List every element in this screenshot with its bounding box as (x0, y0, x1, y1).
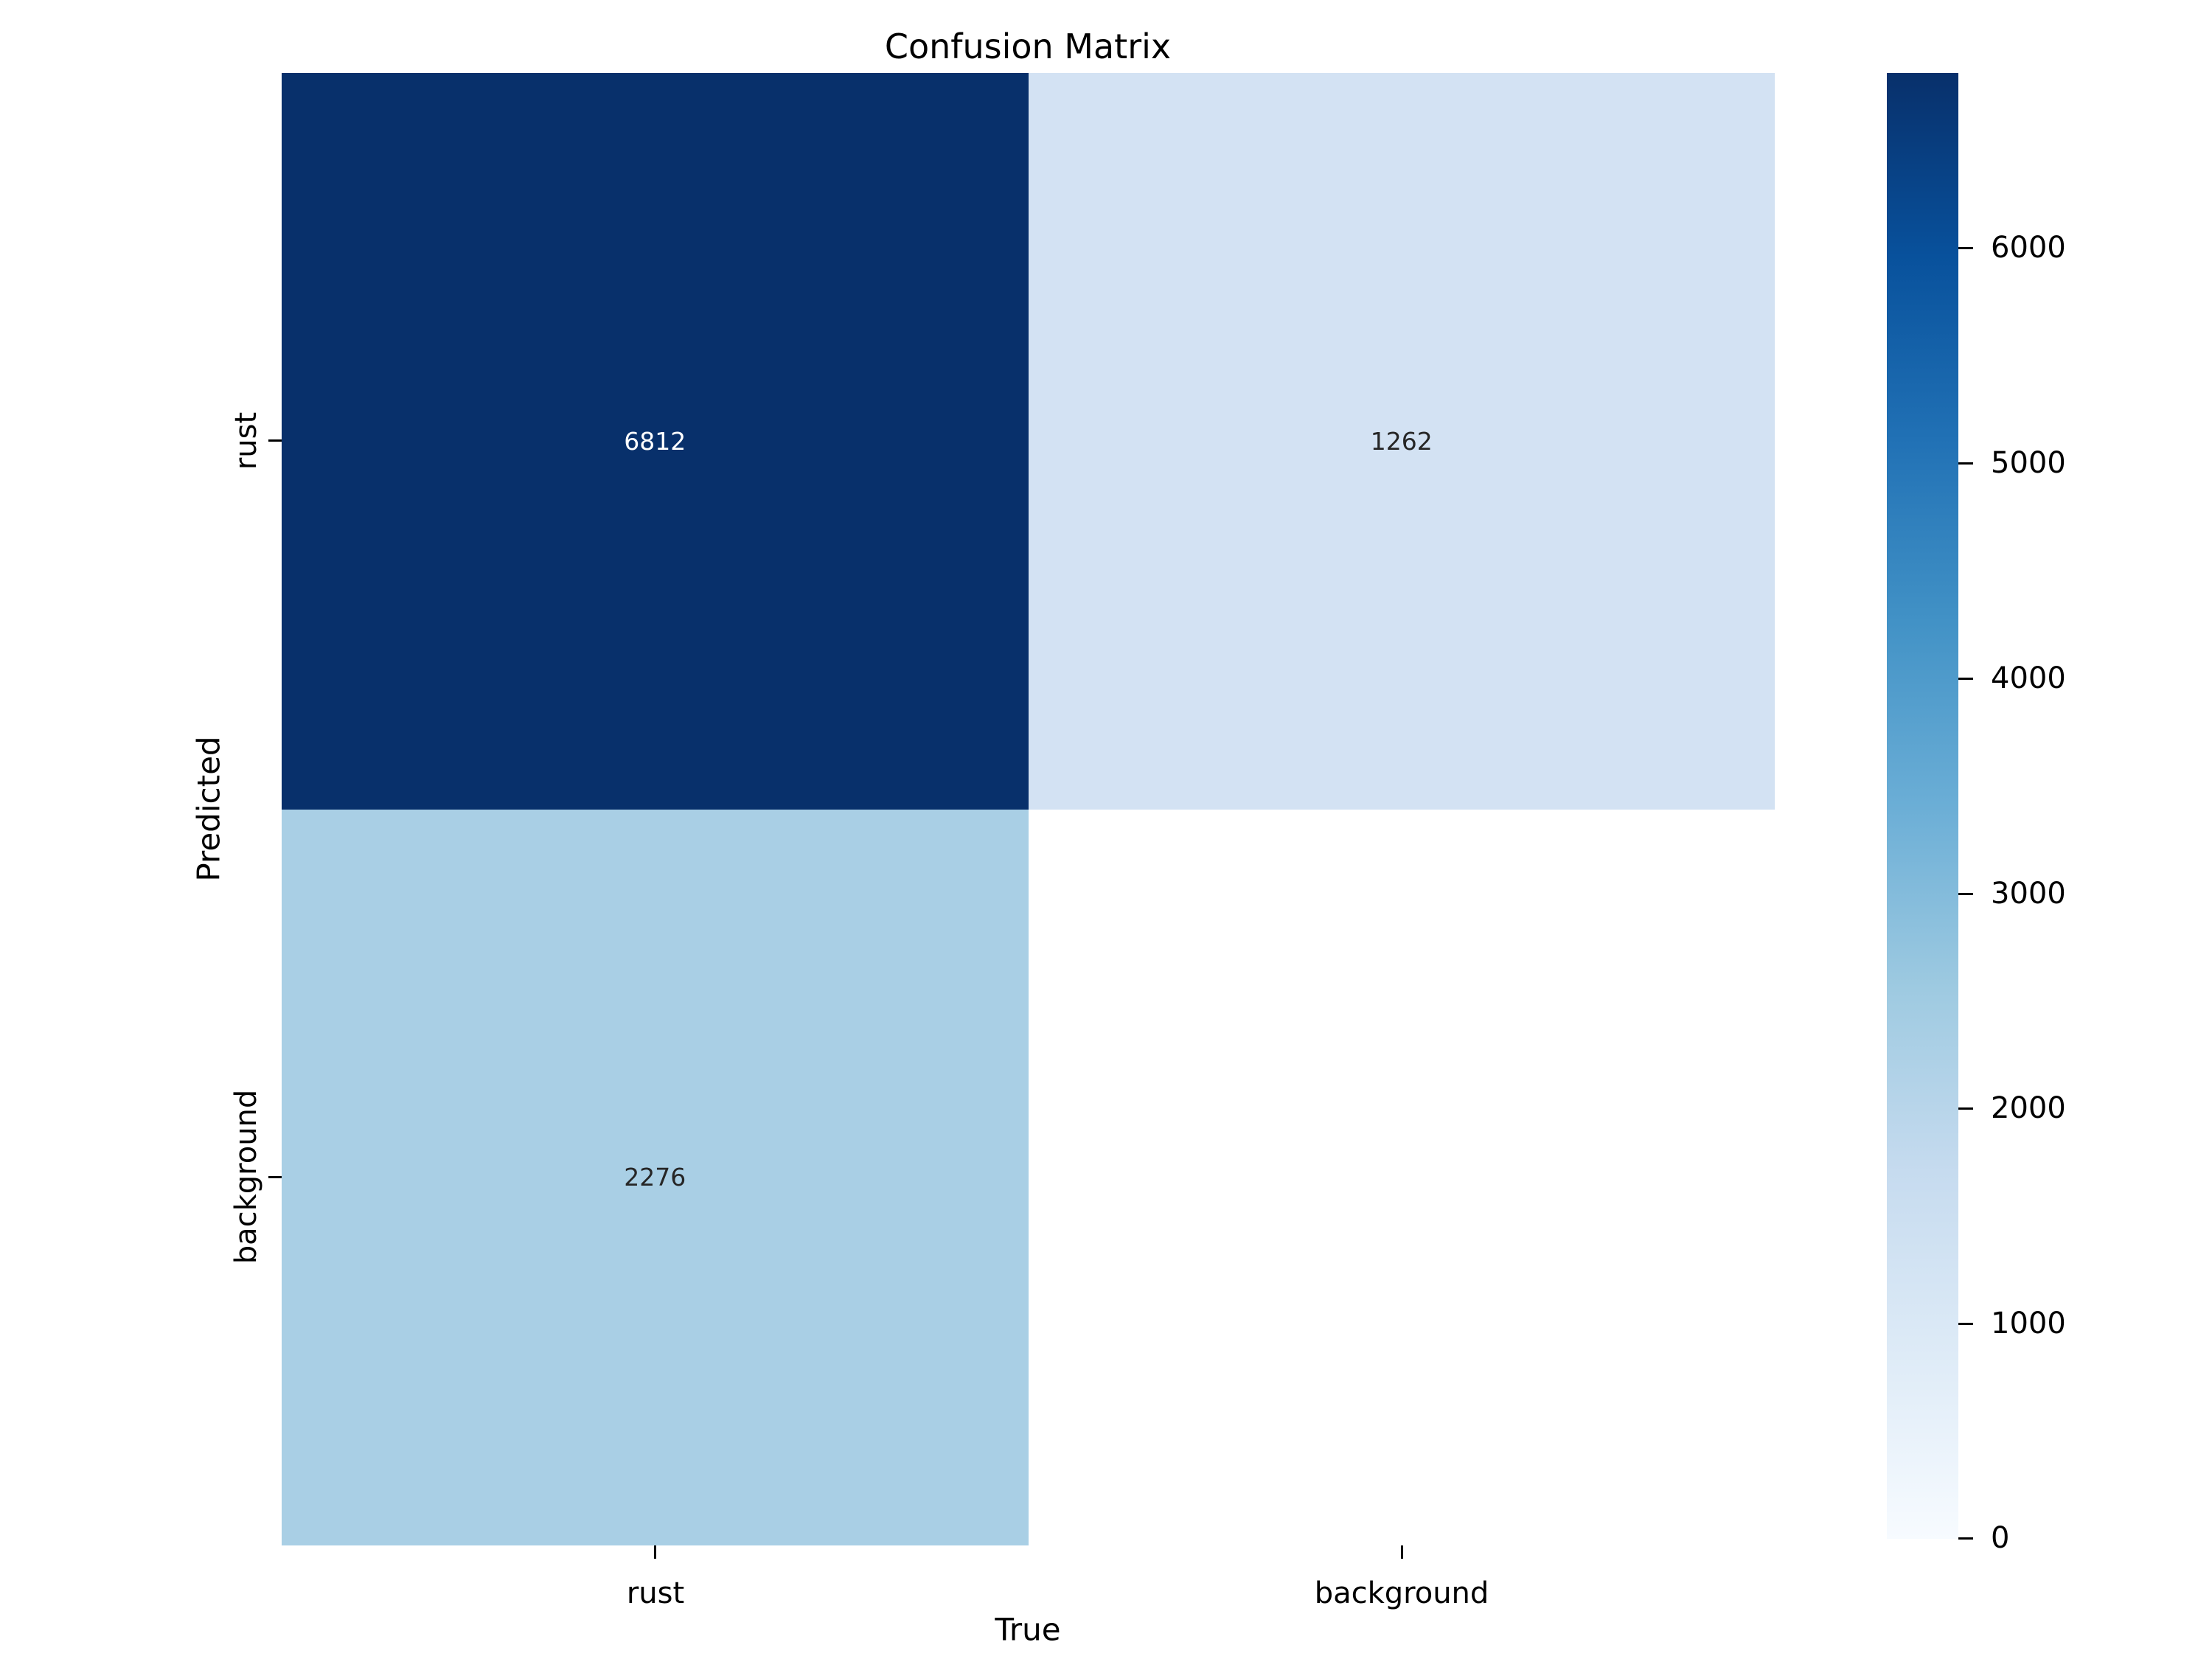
colorbar-tick-label: 6000 (1991, 231, 2066, 265)
y-tick-label-background: background (229, 1089, 263, 1265)
heatmap-cell-background-rust: 2276 (282, 809, 1029, 1545)
colorbar-tick-label: 0 (1991, 1521, 2010, 1555)
x-axis-label: True (995, 1611, 1061, 1648)
colorbar-tick-mark (1958, 1323, 1973, 1325)
cell-annotation: 6812 (624, 426, 686, 456)
x-tick-mark (654, 1545, 656, 1559)
heatmap-cell-rust-rust: 6812 (282, 73, 1029, 810)
heatmap-cell-rust-background: 1262 (1028, 73, 1775, 810)
y-tick-label-rust: rust (229, 411, 263, 470)
colorbar-tick-label: 1000 (1991, 1307, 2066, 1340)
heatmap-plot: 6812 1262 2276 (282, 73, 1775, 1545)
colorbar-tick-mark (1958, 893, 1973, 895)
cell-annotation: 1262 (1370, 426, 1433, 456)
colorbar-tick-mark (1958, 1537, 1973, 1540)
colorbar-tick-mark (1958, 462, 1973, 465)
colorbar-tick-mark (1958, 678, 1973, 680)
colorbar-tick-label: 4000 (1991, 661, 2066, 695)
colorbar (1887, 73, 1958, 1539)
x-tick-mark (1401, 1545, 1403, 1559)
colorbar-tick-label: 3000 (1991, 877, 2066, 911)
x-tick-label-background: background (1314, 1576, 1489, 1610)
colorbar-tick-mark (1958, 1107, 1973, 1110)
y-axis-label: Predicted (190, 736, 227, 882)
chart-title: Confusion Matrix (884, 27, 1172, 66)
x-tick-label-rust: rust (626, 1576, 685, 1610)
colorbar-tick-label: 5000 (1991, 446, 2066, 480)
y-tick-mark (268, 439, 282, 442)
colorbar-tick-label: 2000 (1991, 1091, 2066, 1125)
cell-annotation: 2276 (624, 1163, 686, 1192)
colorbar-tick-mark (1958, 247, 1973, 249)
heatmap-cell-background-background (1028, 809, 1775, 1545)
y-tick-mark (268, 1176, 282, 1178)
